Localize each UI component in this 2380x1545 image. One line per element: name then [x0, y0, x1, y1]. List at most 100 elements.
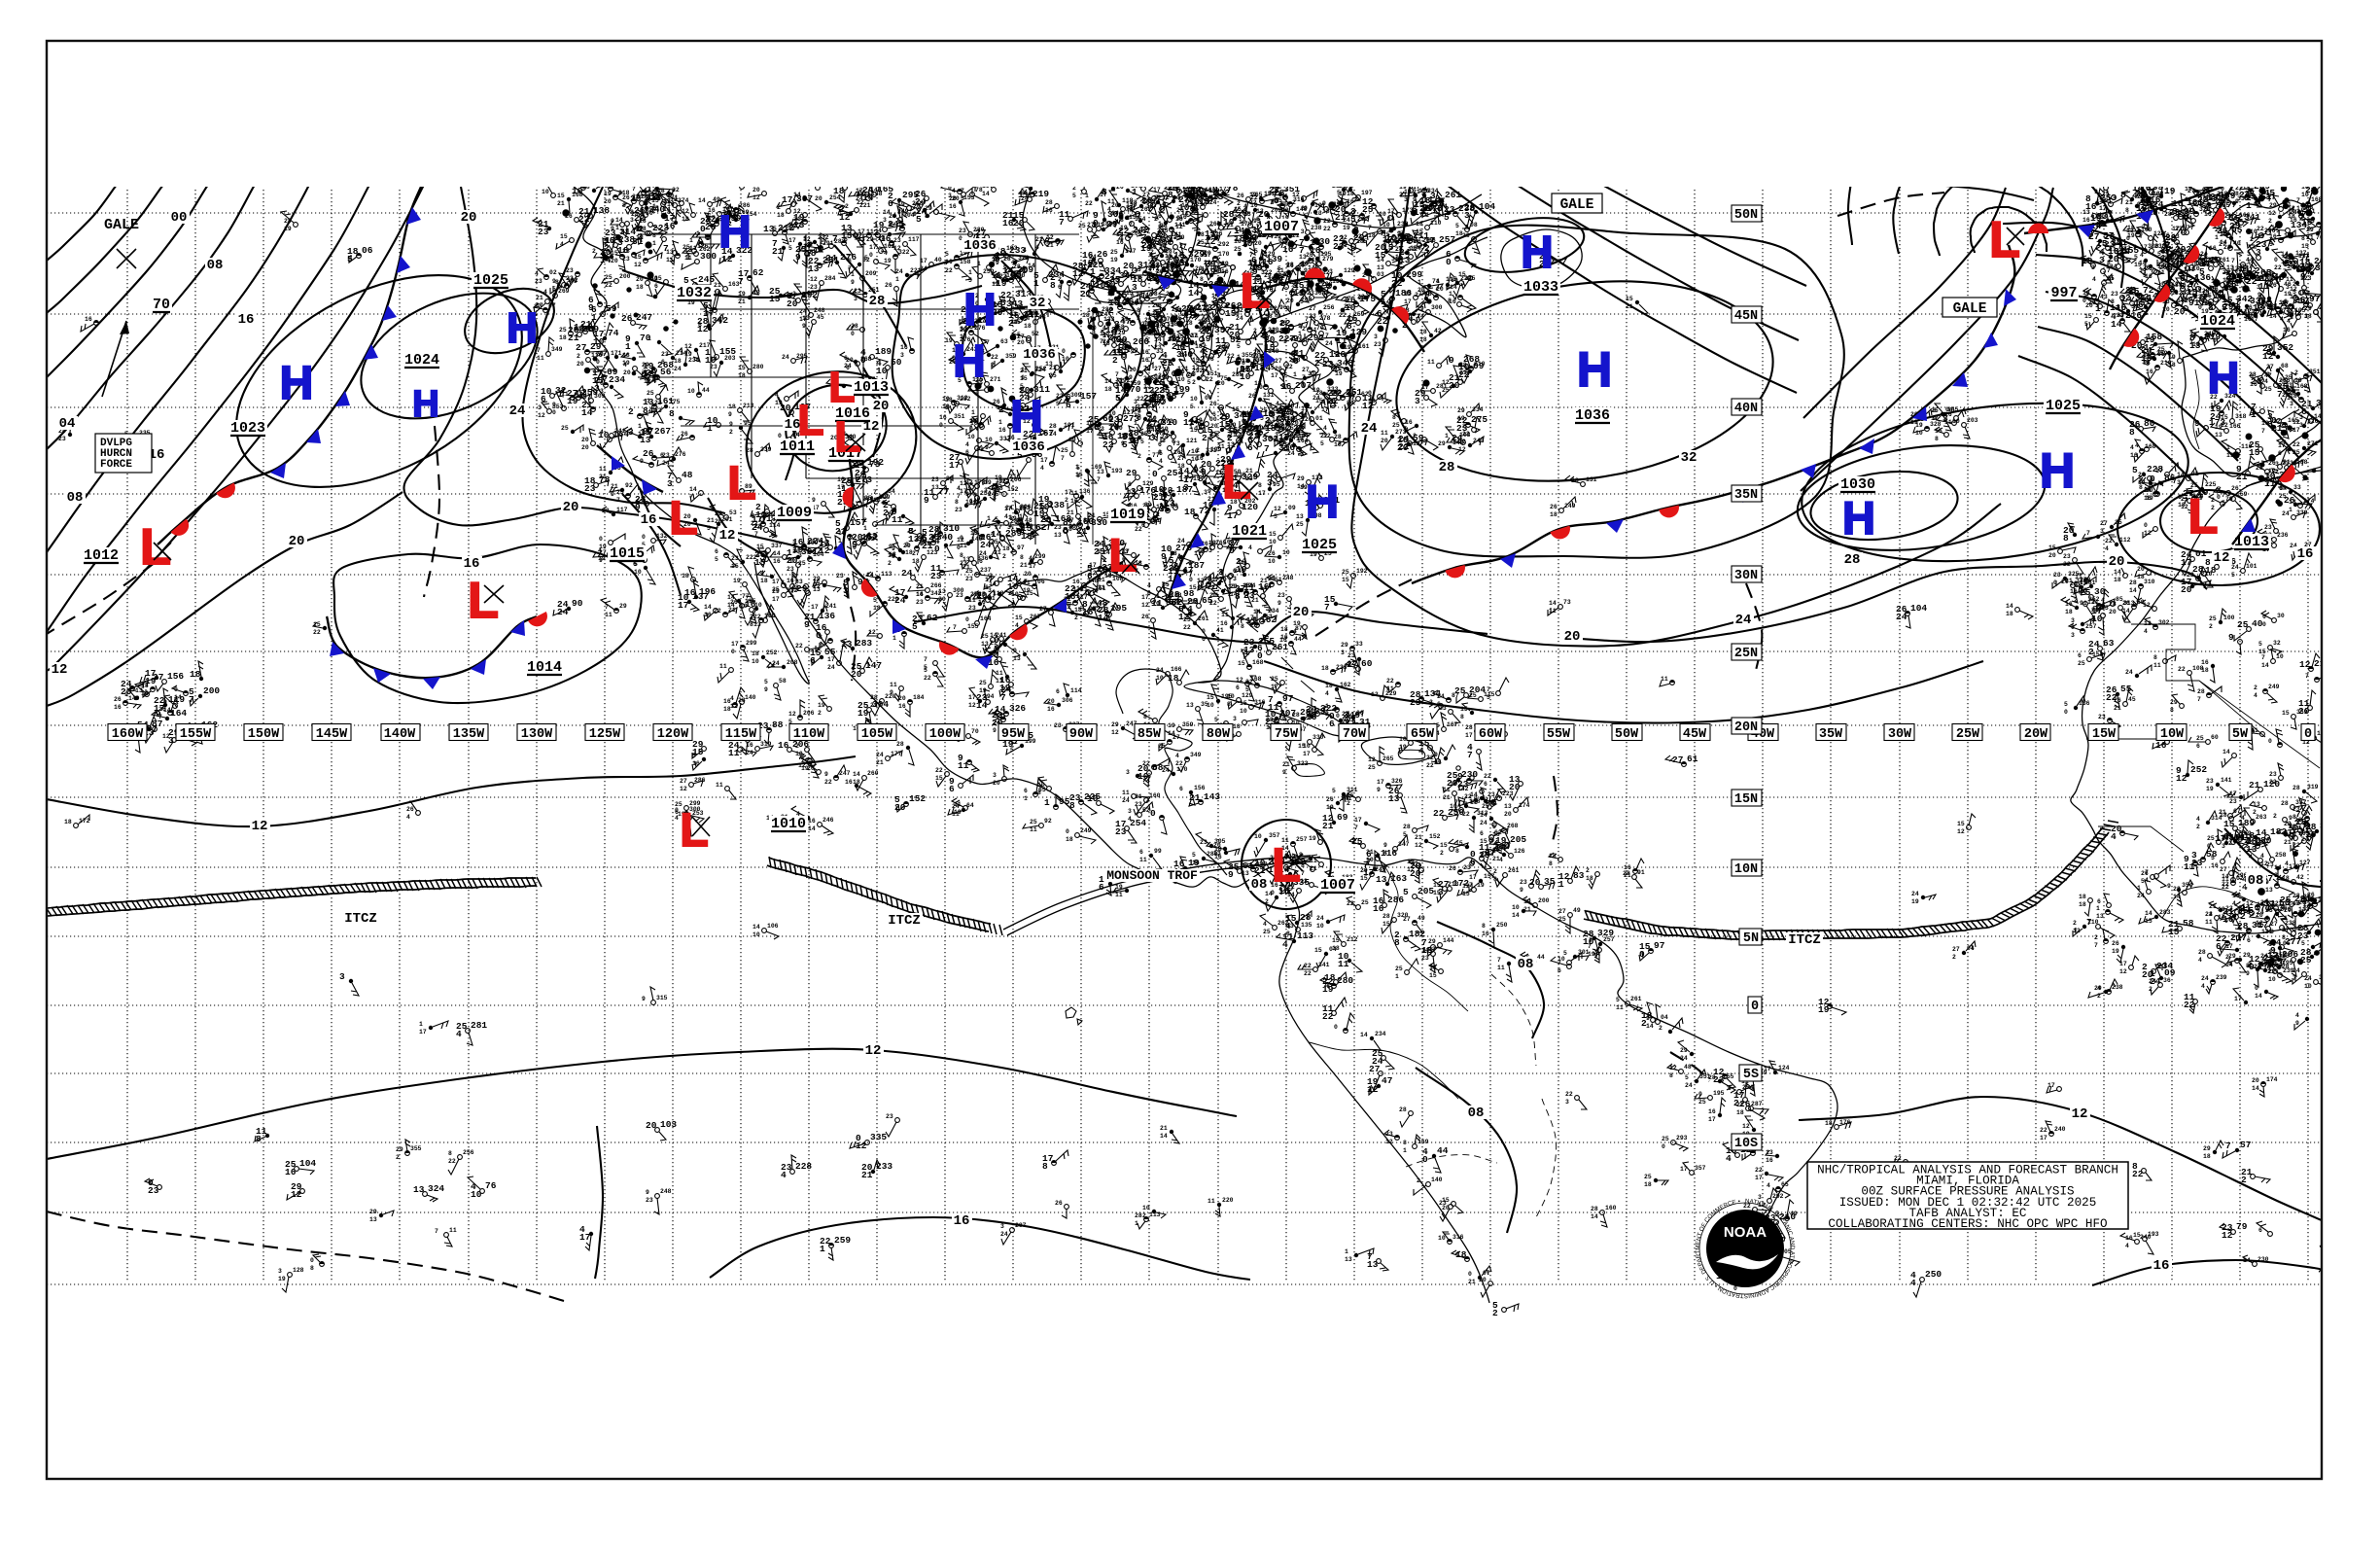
svg-text:150W: 150W — [248, 727, 280, 742]
svg-text:16: 16 — [745, 599, 756, 610]
svg-text:2: 2 — [1424, 243, 1430, 254]
svg-text:266: 266 — [930, 582, 942, 589]
svg-text:242: 242 — [1133, 225, 1149, 235]
svg-text:1: 1 — [1008, 514, 1012, 521]
svg-text:178: 178 — [1241, 221, 1252, 228]
svg-text:151: 151 — [1119, 564, 1131, 571]
svg-text:295: 295 — [902, 190, 919, 200]
svg-text:232: 232 — [818, 234, 829, 241]
svg-text:162: 162 — [884, 243, 895, 250]
svg-text:284: 284 — [765, 511, 777, 518]
svg-text:332: 332 — [787, 587, 798, 594]
svg-text:22: 22 — [1249, 199, 1257, 206]
svg-text:14: 14 — [1111, 210, 1119, 217]
svg-text:10: 10 — [876, 366, 888, 376]
svg-text:236: 236 — [2277, 532, 2289, 539]
svg-text:2: 2 — [2254, 685, 2258, 691]
svg-text:17: 17 — [1040, 457, 1048, 464]
svg-text:16: 16 — [684, 587, 696, 598]
svg-text:9: 9 — [1093, 210, 1099, 221]
svg-text:259: 259 — [834, 1235, 851, 1246]
svg-text:21: 21 — [988, 595, 996, 602]
svg-text:10: 10 — [471, 1189, 482, 1200]
svg-text:314: 314 — [2211, 815, 2222, 822]
svg-text:89: 89 — [1200, 319, 1208, 326]
svg-text:17: 17 — [1065, 489, 1072, 496]
svg-text:7: 7 — [2145, 869, 2149, 876]
svg-text:50W: 50W — [1615, 727, 1639, 742]
svg-text:18: 18 — [996, 485, 1003, 492]
svg-text:1014: 1014 — [527, 659, 562, 676]
svg-text:293: 293 — [1289, 431, 1301, 438]
svg-text:1036: 1036 — [1575, 407, 1610, 424]
svg-text:22: 22 — [1323, 226, 1331, 232]
svg-text:24: 24 — [2301, 836, 2309, 843]
svg-text:271: 271 — [1155, 430, 1167, 437]
svg-text:16: 16 — [664, 221, 676, 231]
svg-text:10: 10 — [752, 658, 759, 665]
svg-text:1023: 1023 — [230, 420, 265, 437]
svg-text:9: 9 — [889, 544, 892, 550]
svg-text:233: 233 — [1336, 664, 1348, 671]
svg-text:9: 9 — [1283, 338, 1287, 345]
svg-text:19: 19 — [599, 544, 607, 550]
svg-text:164: 164 — [1223, 539, 1235, 545]
svg-text:9: 9 — [611, 491, 614, 498]
svg-text:97: 97 — [1282, 693, 1294, 704]
svg-text:355: 355 — [1242, 352, 1253, 359]
svg-text:20: 20 — [807, 765, 815, 772]
svg-text:245: 245 — [888, 219, 904, 229]
svg-text:159: 159 — [1130, 380, 1141, 387]
svg-text:20: 20 — [1210, 423, 1218, 430]
svg-text:0: 0 — [1024, 315, 1028, 322]
svg-text:104: 104 — [299, 1158, 316, 1169]
svg-text:45: 45 — [2128, 696, 2136, 703]
svg-text:24: 24 — [825, 253, 837, 263]
svg-text:249: 249 — [1564, 503, 1576, 509]
svg-text:26: 26 — [622, 194, 630, 201]
svg-text:17: 17 — [1183, 474, 1195, 485]
svg-text:48: 48 — [1097, 598, 1108, 609]
svg-text:19: 19 — [2169, 250, 2177, 257]
svg-text:7: 7 — [616, 497, 620, 504]
svg-text:26: 26 — [634, 205, 646, 216]
svg-text:3: 3 — [1446, 284, 1450, 291]
svg-text:12: 12 — [2144, 530, 2152, 537]
svg-text:18: 18 — [1549, 853, 1557, 860]
svg-text:2: 2 — [1302, 326, 1306, 333]
svg-text:62: 62 — [1035, 522, 1047, 533]
svg-text:1: 1 — [1301, 197, 1305, 204]
svg-text:0: 0 — [2268, 738, 2272, 745]
svg-text:69: 69 — [1009, 515, 1017, 522]
svg-text:163: 163 — [728, 281, 740, 288]
svg-text:70: 70 — [1130, 384, 1141, 395]
svg-text:0: 0 — [969, 426, 973, 433]
svg-text:4: 4 — [1910, 1278, 1916, 1288]
svg-text:68: 68 — [1152, 762, 1164, 773]
svg-text:27: 27 — [1087, 222, 1095, 228]
svg-text:24: 24 — [2282, 510, 2290, 517]
svg-text:9: 9 — [993, 727, 997, 734]
svg-text:16: 16 — [1279, 637, 1287, 644]
svg-text:12: 12 — [2144, 620, 2152, 627]
svg-text:15: 15 — [2134, 262, 2142, 268]
svg-text:294: 294 — [983, 693, 995, 700]
svg-text:22: 22 — [1102, 439, 1114, 450]
svg-text:4: 4 — [560, 241, 564, 248]
svg-text:0: 0 — [2064, 709, 2068, 716]
svg-text:4: 4 — [2105, 545, 2109, 552]
svg-text:6: 6 — [979, 558, 983, 565]
svg-text:2: 2 — [1154, 216, 1158, 223]
svg-text:14: 14 — [2255, 993, 2262, 1000]
svg-text:20: 20 — [1529, 877, 1541, 888]
svg-text:4: 4 — [1248, 544, 1252, 551]
svg-text:20: 20 — [787, 555, 798, 566]
svg-text:153: 153 — [963, 194, 975, 201]
svg-text:11: 11 — [1151, 598, 1163, 609]
svg-text:164: 164 — [980, 615, 992, 622]
svg-text:19: 19 — [954, 809, 962, 816]
svg-text:1: 1 — [833, 178, 839, 189]
svg-text:10N: 10N — [1734, 862, 1758, 877]
svg-text:16: 16 — [114, 704, 122, 711]
svg-text:11: 11 — [1112, 348, 1120, 355]
